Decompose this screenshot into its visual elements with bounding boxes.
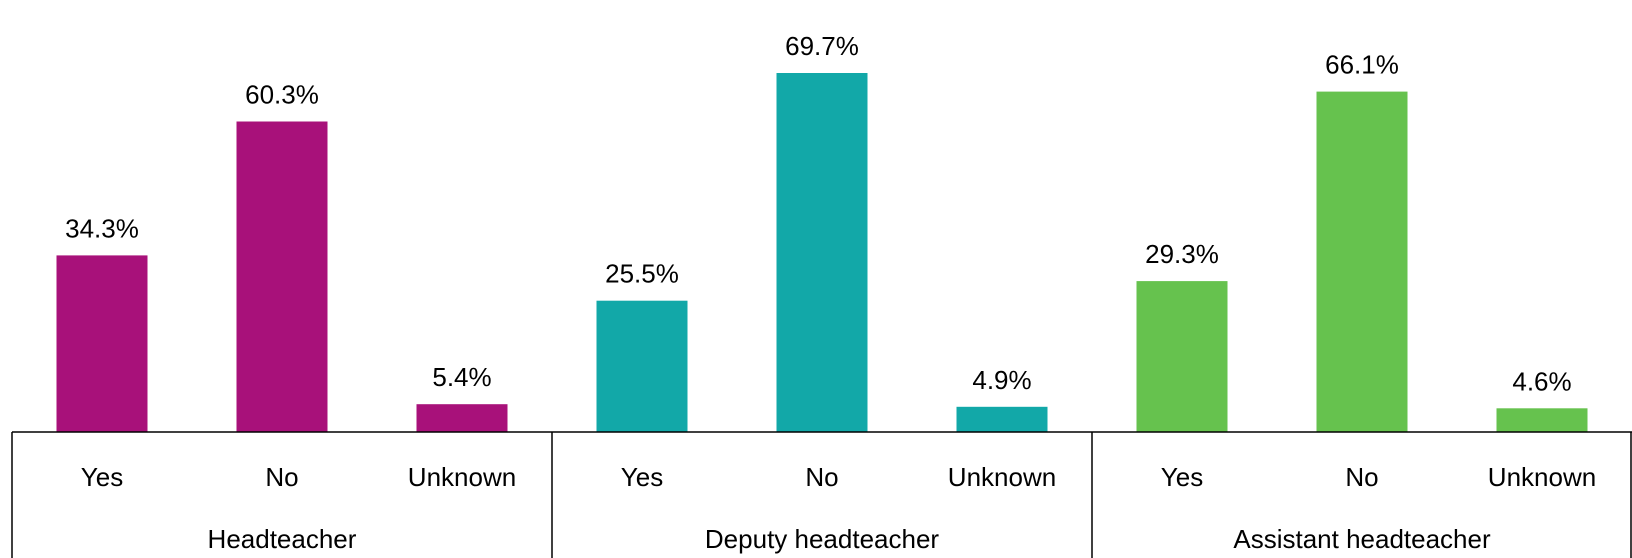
x-tick-label: Yes xyxy=(81,462,123,492)
data-label: 4.6% xyxy=(1512,366,1571,396)
x-tick-label: Yes xyxy=(621,462,663,492)
bar xyxy=(1496,408,1588,432)
x-tick-label: Unknown xyxy=(408,462,516,492)
data-label: 25.5% xyxy=(605,259,679,289)
bar xyxy=(1316,91,1408,432)
data-label: 34.3% xyxy=(65,213,139,243)
bar xyxy=(776,73,868,432)
x-tick-label: No xyxy=(805,462,838,492)
bar xyxy=(596,300,688,432)
x-tick-label: Unknown xyxy=(1488,462,1596,492)
x-tick-label: No xyxy=(1345,462,1378,492)
data-label: 5.4% xyxy=(432,362,491,392)
bar xyxy=(56,255,148,432)
x-tick-label: Yes xyxy=(1161,462,1203,492)
data-label: 29.3% xyxy=(1145,239,1219,269)
data-label: 69.7% xyxy=(785,31,859,61)
bar xyxy=(1136,281,1228,432)
bar xyxy=(236,121,328,432)
group-label: Headteacher xyxy=(208,524,357,554)
x-tick-label: No xyxy=(265,462,298,492)
data-label: 66.1% xyxy=(1325,50,1399,80)
data-label: 60.3% xyxy=(245,80,319,110)
data-label: 4.9% xyxy=(972,365,1031,395)
group-label: Deputy headteacher xyxy=(705,524,940,554)
bar xyxy=(956,406,1048,432)
group-label: Assistant headteacher xyxy=(1233,524,1491,554)
x-tick-label: Unknown xyxy=(948,462,1056,492)
bar xyxy=(416,404,508,432)
